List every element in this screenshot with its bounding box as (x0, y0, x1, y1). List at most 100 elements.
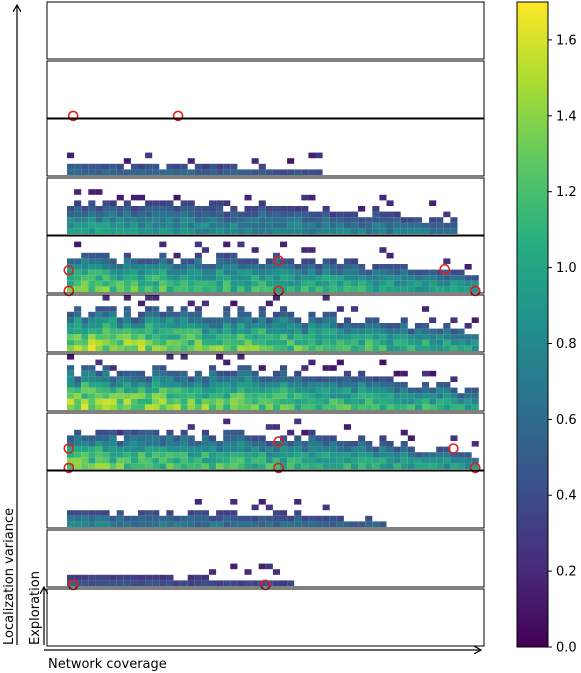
heatmap-cell (81, 339, 89, 346)
heatmap-cell (102, 398, 110, 405)
heatmap-cell (138, 280, 146, 287)
heatmap-cell (244, 569, 252, 575)
heatmap-cell (159, 169, 167, 175)
heatmap-cell (422, 387, 430, 394)
heatmap-cell (187, 334, 195, 340)
heatmap-cell (400, 280, 408, 287)
heatmap-cell (109, 521, 117, 527)
heatmap-cell (301, 286, 309, 292)
heatmap-cell (88, 382, 96, 388)
heatmap-cell (145, 217, 153, 223)
heatmap-cell (180, 452, 188, 458)
heatmap-cell (130, 387, 138, 394)
heatmap-cell (386, 269, 394, 276)
heatmap-cell (216, 510, 224, 516)
heatmap-cell (351, 393, 359, 399)
panel-frame (46, 588, 485, 647)
heatmap-cell (88, 452, 96, 458)
heatmap-cell (343, 339, 351, 346)
heatmap-cell (230, 376, 238, 382)
heatmap-cell (138, 300, 146, 307)
heatmap-cell (230, 580, 238, 586)
heatmap-cell (315, 334, 323, 340)
heatmap-cell (322, 345, 330, 351)
heatmap-cell (74, 510, 82, 516)
heatmap-cell (244, 387, 252, 394)
heatmap-cell (67, 370, 75, 377)
heatmap-cell (116, 387, 124, 394)
heatmap-cell (209, 404, 217, 410)
heatmap-cell (116, 328, 124, 335)
heatmap-cell (95, 376, 103, 382)
heatmap-cell (315, 387, 323, 394)
heatmap-cell (393, 228, 401, 234)
heatmap-cell (294, 382, 302, 388)
heatmap-cell (95, 404, 103, 410)
heatmap-cell (407, 387, 415, 394)
heatmap-cell (88, 169, 96, 175)
heatmap-cell (315, 222, 323, 229)
heatmap-cell (145, 435, 153, 441)
heatmap-cell (166, 345, 174, 351)
heatmap-panel-0 (46, 1, 485, 60)
heatmap-cell (209, 345, 217, 351)
heatmap-cell (116, 515, 124, 522)
heatmap-cell (265, 211, 273, 218)
heatmap-cell (81, 510, 89, 516)
heatmap-cell (322, 504, 330, 511)
heatmap-cell (109, 365, 117, 371)
heatmap-cell (414, 457, 422, 464)
heatmap-cell (123, 306, 131, 312)
heatmap-cell (407, 452, 415, 458)
heatmap-cell (358, 275, 366, 281)
heatmap-cell (88, 339, 96, 346)
heatmap-cell (194, 211, 202, 218)
heatmap-cell (372, 345, 380, 351)
heatmap-cell (130, 328, 138, 335)
heatmap-cell (315, 393, 323, 399)
heatmap-cell (130, 275, 138, 281)
heatmap-cell (280, 376, 288, 382)
heatmap-cell (400, 264, 408, 270)
heatmap-cell (230, 163, 238, 170)
heatmap-cell (216, 217, 224, 223)
heatmap-cell (123, 446, 131, 453)
heatmap-cell (123, 311, 131, 318)
heatmap-cell (166, 457, 174, 464)
heatmap-cell (159, 365, 167, 371)
heatmap-cell (194, 311, 202, 318)
heatmap-cell (336, 446, 344, 453)
heatmap-panel-2 (46, 118, 485, 177)
heatmap-cell (74, 211, 82, 218)
heatmap-cell (301, 429, 309, 436)
heatmap-cell (294, 222, 302, 229)
heatmap-cell (159, 376, 167, 382)
heatmap-cell (358, 269, 366, 276)
heatmap-cell (116, 429, 124, 436)
heatmap-cell (343, 398, 351, 405)
heatmap-cell (258, 264, 266, 270)
heatmap-cell (237, 228, 245, 234)
heatmap-cell (116, 398, 124, 405)
heatmap-cell (329, 211, 337, 218)
heatmap-cell (74, 521, 82, 527)
heatmap-cell (436, 452, 444, 458)
marker-circle (67, 110, 79, 122)
heatmap-cell (237, 345, 245, 351)
heatmap-cell (315, 275, 323, 281)
heatmap-cell (322, 365, 330, 371)
heatmap-cell (379, 286, 387, 292)
heatmap-cell (372, 280, 380, 287)
heatmap-cell (194, 499, 202, 505)
heatmap-cell (258, 211, 266, 218)
heatmap-cell (287, 275, 295, 281)
heatmap-cell (301, 194, 309, 201)
heatmap-cell (429, 370, 437, 377)
heatmap-cell (379, 435, 387, 441)
heatmap-cell (223, 463, 231, 469)
heatmap-cell (180, 435, 188, 441)
heatmap-cell (244, 404, 252, 410)
heatmap-cell (315, 452, 323, 458)
heatmap-cell (351, 457, 359, 464)
